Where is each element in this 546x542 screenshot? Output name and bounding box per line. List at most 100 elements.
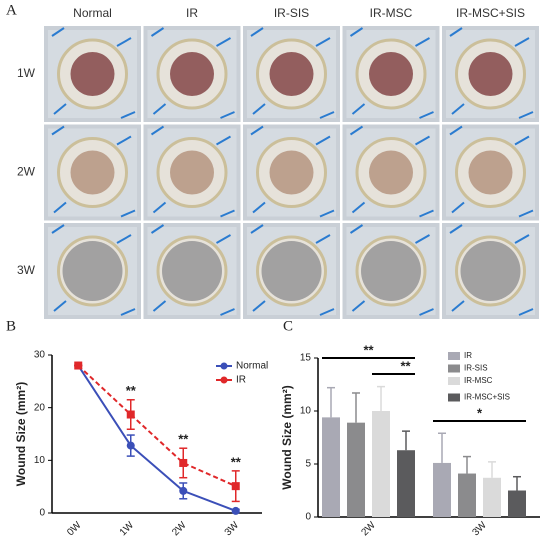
x-tick-label: 3W <box>470 520 489 539</box>
suture <box>315 234 331 244</box>
point <box>231 482 240 491</box>
y-tick-label: 15 <box>300 353 312 364</box>
suture <box>514 135 530 146</box>
suture <box>415 234 430 244</box>
bar <box>508 490 526 517</box>
suture <box>349 125 364 136</box>
suture <box>53 201 67 214</box>
row-label: 1W <box>17 66 36 80</box>
column-header: IR <box>186 6 198 20</box>
wound <box>369 52 413 96</box>
point <box>126 410 135 419</box>
bar <box>347 422 365 517</box>
suture <box>451 201 465 214</box>
bar <box>458 473 476 517</box>
point <box>179 458 188 467</box>
suture <box>419 111 434 119</box>
photo-grid <box>44 26 539 319</box>
suture <box>449 224 463 234</box>
suture <box>53 103 67 115</box>
significance: ** <box>126 383 137 398</box>
significance: * <box>477 405 483 420</box>
suture <box>349 224 364 234</box>
suture <box>349 27 364 37</box>
y-tick-label: 5 <box>305 459 311 470</box>
suture <box>51 125 65 136</box>
legend-label: IR-SIS <box>464 364 488 373</box>
wound <box>468 150 513 195</box>
legend-label: IR-MSC+SIS <box>464 393 510 402</box>
suture <box>252 201 266 214</box>
y-tick-label: 20 <box>34 402 46 413</box>
suture <box>319 209 335 218</box>
y-tick-label: 0 <box>305 512 311 523</box>
suture <box>315 135 331 146</box>
series-line <box>77 364 237 488</box>
wound <box>460 241 521 301</box>
legend-label: IR <box>464 351 472 360</box>
suture <box>518 209 534 218</box>
column-header: Normal <box>73 6 112 20</box>
suture <box>315 37 331 47</box>
legend-swatch <box>448 364 460 373</box>
wound <box>62 241 123 301</box>
suture <box>152 201 167 214</box>
wound <box>261 241 322 301</box>
suture <box>518 308 534 316</box>
suture <box>120 209 136 218</box>
suture <box>152 103 167 115</box>
panel-label: C <box>283 318 293 334</box>
wound <box>369 150 413 195</box>
wound <box>468 52 513 96</box>
suture <box>250 224 264 234</box>
suture <box>250 125 264 136</box>
wound <box>70 52 115 96</box>
legend-label: Normal <box>236 361 268 372</box>
suture <box>150 125 165 136</box>
x-tick-label: 3W <box>223 520 242 539</box>
suture <box>220 209 235 218</box>
suture <box>116 234 132 244</box>
row-label: 2W <box>17 165 36 179</box>
bar <box>322 417 340 517</box>
y-tick-label: 30 <box>34 350 46 361</box>
suture <box>216 135 231 146</box>
significance: ** <box>363 342 374 357</box>
suture <box>351 103 366 115</box>
suture <box>250 27 264 37</box>
wound <box>170 52 214 96</box>
suture <box>451 103 465 115</box>
legend-swatch <box>448 352 460 360</box>
significance: ** <box>231 454 242 469</box>
wound <box>361 241 421 301</box>
suture <box>514 234 530 244</box>
suture <box>152 300 167 312</box>
suture <box>351 300 366 312</box>
suture <box>116 37 132 47</box>
wound <box>170 150 214 195</box>
suture <box>116 135 132 146</box>
suture <box>419 209 434 218</box>
significance: ** <box>178 432 189 447</box>
series-line <box>77 364 237 512</box>
y-axis-label: Wound Size (mm²) <box>14 382 28 486</box>
suture <box>120 308 136 316</box>
suture <box>351 201 366 214</box>
bar <box>483 477 501 517</box>
suture <box>514 37 530 47</box>
suture <box>216 234 231 244</box>
x-tick-label: 2W <box>359 520 378 539</box>
wound <box>162 241 222 301</box>
column-header: IR-MSC+SIS <box>456 6 525 20</box>
wound <box>269 52 314 96</box>
x-tick-label: 1W <box>118 520 137 539</box>
suture <box>150 224 165 234</box>
suture <box>419 308 434 316</box>
row-label: 3W <box>17 263 36 277</box>
bar <box>372 411 390 517</box>
wound <box>269 150 314 195</box>
suture <box>53 300 67 312</box>
y-tick-label: 10 <box>300 406 312 417</box>
suture <box>415 135 430 146</box>
